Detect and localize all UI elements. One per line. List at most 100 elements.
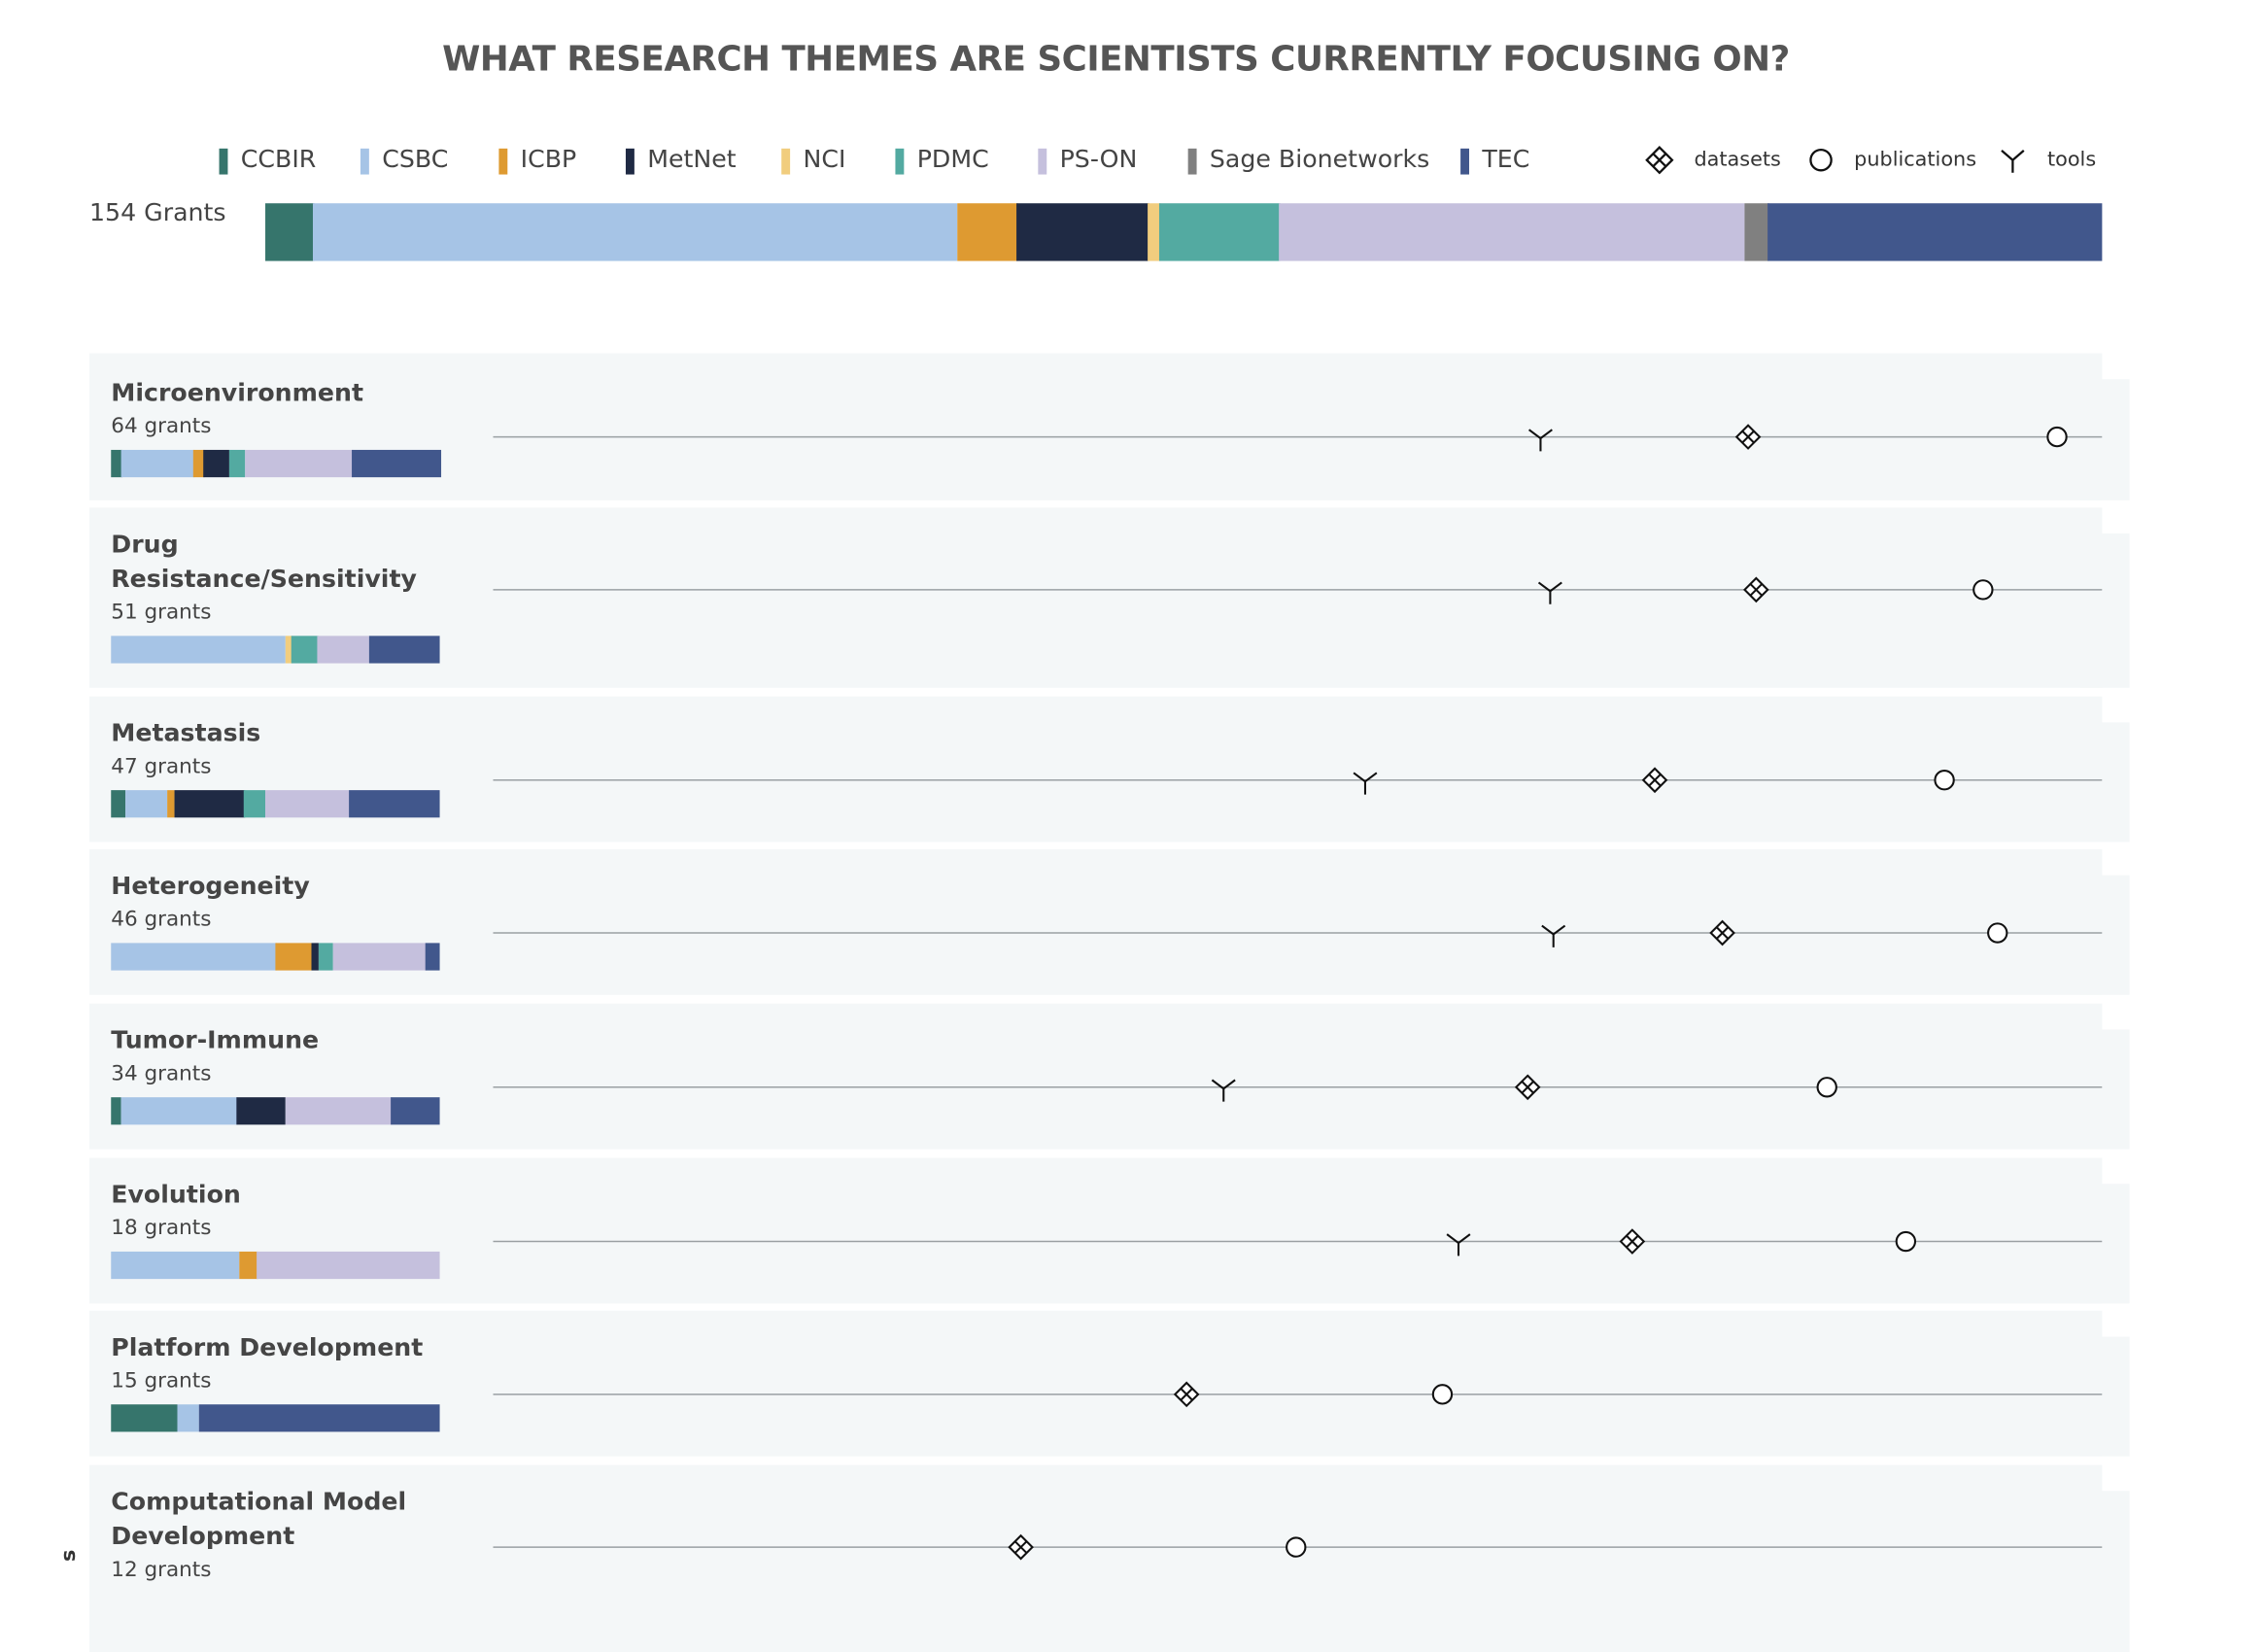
bar-segment-ps-on	[257, 1251, 441, 1280]
bar-segment-csbc	[111, 943, 277, 971]
theme-name: Computational Model Development	[111, 1488, 407, 1552]
marker-datasets	[1619, 1228, 1646, 1255]
legend-swatch	[781, 148, 791, 175]
bar-segment-nci	[1148, 203, 1161, 261]
theme-grant-count: 18 grants	[111, 1217, 212, 1241]
marker-datasets	[1514, 1074, 1541, 1101]
marker-datasets	[1709, 919, 1735, 946]
theme-program-bar	[111, 1097, 441, 1125]
theme-program-bar	[111, 636, 441, 664]
legend-label: CCBIR	[240, 145, 317, 175]
tools-y-icon	[2001, 150, 2025, 173]
marker-tools	[1446, 1233, 1471, 1256]
bar-segment-ps-on	[332, 943, 427, 971]
marker-publications	[1286, 1536, 1307, 1558]
legend-swatch	[1187, 148, 1197, 175]
legend-label: Sage Bionetworks	[1209, 145, 1430, 175]
theme-grant-count: 47 grants	[111, 755, 212, 779]
bar-segment-metnet	[1016, 203, 1149, 261]
bar-segment-csbc	[120, 1097, 238, 1125]
marker-datasets	[1008, 1533, 1034, 1561]
bar-segment-ccbir	[111, 1097, 121, 1125]
bar-segment-icbp	[275, 943, 312, 971]
theme-marker-track	[493, 1228, 2103, 1256]
bar-segment-icbp	[166, 790, 175, 818]
circle-icon	[1809, 148, 1833, 172]
bar-segment-csbc	[111, 636, 287, 664]
marker-datasets	[1734, 424, 1762, 450]
bar-segment-metnet	[311, 943, 320, 971]
theme-name: Tumor-Immune	[111, 1026, 320, 1056]
bar-segment-tec	[198, 1404, 441, 1432]
marker-tools	[1353, 772, 1378, 795]
bar-segment-metnet	[203, 449, 230, 478]
legend-swatch	[219, 148, 228, 175]
legend-label: PDMC	[916, 145, 989, 175]
bar-segment-ps-on	[317, 636, 370, 664]
bar-segment-ccbir	[111, 1404, 178, 1432]
theme-name: Metastasis	[111, 719, 261, 749]
bar-segment-ccbir	[111, 790, 126, 818]
marker-publications	[1934, 770, 1955, 791]
theme-name: Platform Development	[111, 1333, 424, 1363]
theme-marker-track	[493, 1074, 2103, 1102]
bar-segment-metnet	[174, 790, 245, 818]
theme-name: Microenvironment	[111, 379, 364, 408]
theme-row-evolution: Evolution 18 grants	[88, 1157, 2103, 1304]
theme-row-heterogeneity: Heterogeneity 46 grants	[88, 848, 2103, 995]
legend-label: TEC	[1482, 145, 1530, 175]
bar-segment-tec	[368, 636, 441, 664]
bar-segment-pdmc	[318, 943, 333, 971]
theme-marker-track	[493, 919, 2103, 947]
bar-segment-csbc	[120, 449, 194, 478]
legend-label: CSBC	[382, 145, 449, 175]
theme-program-bar	[111, 1404, 441, 1432]
theme-name: Heterogeneity	[111, 872, 310, 902]
bar-segment-icbp	[192, 449, 205, 478]
bar-segment-ps-on	[264, 790, 350, 818]
bar-segment-pdmc	[291, 636, 319, 664]
theme-program-bar	[111, 449, 441, 478]
marker-legend-label: tools	[2046, 148, 2097, 172]
bar-segment-tec	[1767, 203, 2104, 261]
theme-grant-count: 51 grants	[111, 601, 212, 625]
bar-segment-nci	[285, 636, 292, 664]
legend-label: MetNet	[647, 145, 737, 175]
theme-name: Evolution	[111, 1181, 241, 1210]
bar-segment-pdmc	[228, 449, 246, 478]
marker-legend-label: publications	[1854, 148, 1977, 172]
bar-segment-csbc	[124, 790, 168, 818]
marker-publications	[1816, 1077, 1837, 1098]
marker-publications	[1895, 1230, 1917, 1253]
bar-segment-icbp	[238, 1251, 258, 1280]
theme-marker-track	[493, 1381, 2103, 1408]
chart-title: WHAT RESEARCH THEMES ARE SCIENTISTS CURR…	[442, 39, 1790, 80]
theme-grant-count: 12 grants	[111, 1558, 212, 1582]
theme-program-bar	[111, 943, 441, 971]
bar-segment-ps-on	[1279, 203, 1745, 261]
legend-swatch	[1038, 148, 1047, 175]
theme-grant-count: 34 grants	[111, 1062, 212, 1086]
total-grants-label: 154 Grants	[88, 198, 226, 228]
legend-label: ICBP	[520, 145, 577, 175]
marker-legend-label: datasets	[1694, 148, 1781, 172]
bar-segment-csbc	[313, 203, 958, 261]
marker-publications	[1987, 922, 2008, 944]
marker-publications	[1972, 579, 1994, 601]
theme-row-platform-development: Platform Development 15 grants	[88, 1310, 2103, 1457]
bar-segment-tec	[352, 449, 441, 478]
bar-segment-tec	[348, 790, 441, 818]
side-label: s	[57, 1549, 82, 1562]
bar-segment-csbc	[176, 1404, 200, 1432]
theme-row-computational-model-development: Computational Model Development 12 grants	[88, 1464, 2103, 1652]
marker-tools	[1541, 924, 1566, 947]
theme-marker-track	[493, 1533, 2103, 1561]
bar-segment-pdmc	[1159, 203, 1281, 261]
marker-publications	[1431, 1384, 1454, 1405]
diamond-icon	[1645, 146, 1674, 175]
theme-program-bar	[111, 790, 441, 818]
marker-datasets	[1743, 576, 1769, 603]
marker-datasets	[1173, 1381, 1200, 1408]
legend-swatch	[895, 148, 905, 175]
theme-row-microenvironment: Microenvironment 64 grants	[88, 353, 2103, 500]
